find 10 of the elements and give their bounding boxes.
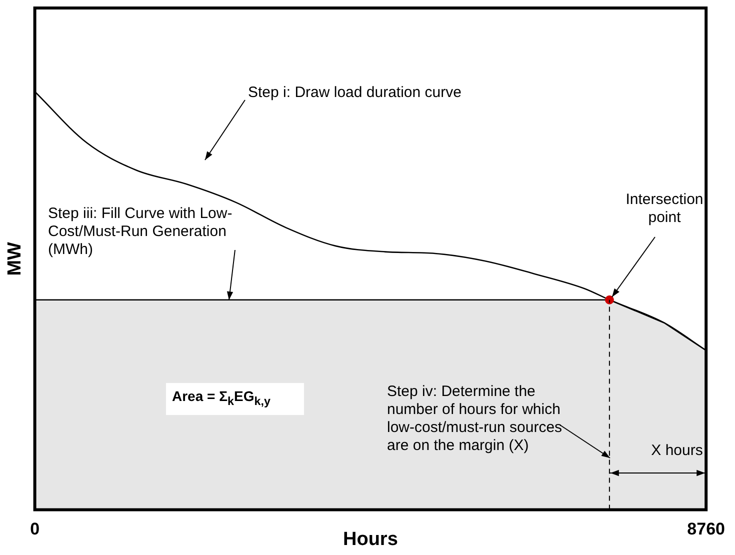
annotation: Intersection point: [624, 191, 704, 227]
x-tick-label: 8760: [687, 520, 726, 539]
annotation: Step iii: Fill Curve with Low-Cost/Must-Run Generation (MWh): [48, 205, 234, 259]
annotation: Area = Σ$_{k}$EG$_{k,y}$: [166, 383, 304, 415]
annotation: Step i: Draw load duration curve: [248, 84, 462, 102]
x-axis-title: Hours: [342, 528, 398, 550]
x-tick-label: 0: [30, 520, 40, 539]
y-axis-title: MW: [4, 242, 26, 276]
annotation: X hours: [650, 442, 704, 460]
annotation: Step iv: Determine the number of hours for which low-cost/must-run sources are on the margin (X): [387, 383, 564, 455]
